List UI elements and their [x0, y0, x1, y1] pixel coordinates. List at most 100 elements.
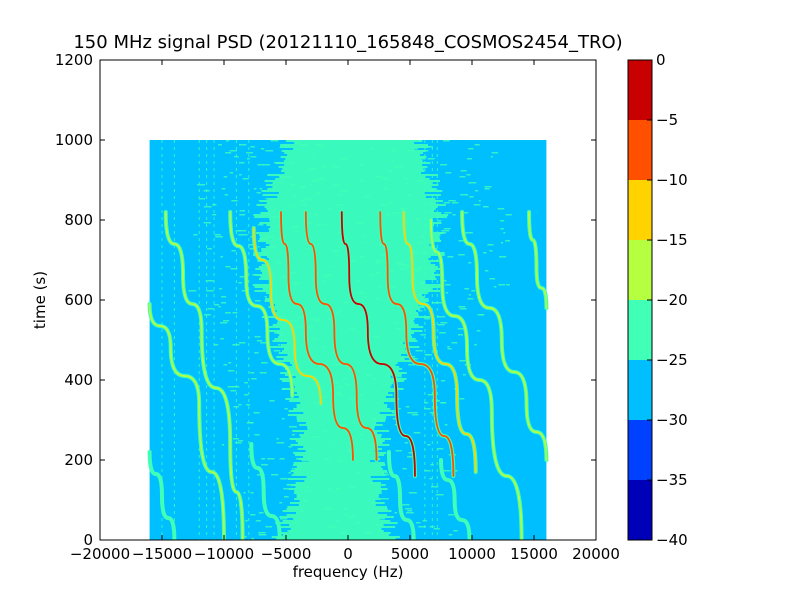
- noise-speck: [295, 230, 300, 232]
- noise-row: [296, 466, 382, 468]
- noise-speck: [313, 214, 317, 216]
- noise-speck: [445, 172, 452, 174]
- noise-speck: [363, 374, 372, 376]
- noise-speck: [323, 430, 328, 432]
- noise-speck: [476, 330, 481, 332]
- noise-row: [289, 438, 391, 440]
- noise-row: [296, 406, 388, 408]
- noise-row: [293, 452, 387, 454]
- noise-speck: [193, 234, 198, 236]
- noise-speck: [413, 432, 421, 434]
- noise-speck: [232, 438, 239, 440]
- noise-row: [288, 370, 399, 372]
- noise-speck: [407, 412, 412, 414]
- noise-speck: [424, 318, 430, 320]
- noise-speck: [505, 240, 511, 242]
- noise-row: [275, 538, 396, 540]
- noise-row: [269, 218, 433, 220]
- noise-speck: [344, 514, 348, 516]
- noise-row: [294, 142, 415, 144]
- noise-speck: [438, 324, 445, 326]
- noise-row: [296, 496, 379, 498]
- x-tick-label: −10000: [194, 545, 254, 563]
- noise-speck: [444, 212, 452, 214]
- x-tick-label: −20000: [70, 545, 130, 563]
- noise-row: [280, 344, 409, 346]
- noise-speck: [416, 294, 422, 296]
- noise-row: [285, 158, 422, 160]
- noise-speck: [298, 316, 307, 318]
- noise-speck: [388, 286, 396, 288]
- noise-speck: [372, 378, 378, 380]
- noise-row: [305, 450, 374, 452]
- noise-row: [278, 320, 414, 322]
- noise-speck: [258, 534, 267, 536]
- noise-row: [252, 284, 443, 286]
- noise-speck: [290, 320, 298, 322]
- noise-row: [287, 478, 390, 480]
- noise-speck: [406, 194, 412, 196]
- noise-speck: [328, 526, 336, 528]
- noise-speck: [335, 392, 341, 394]
- noise-speck: [347, 450, 352, 452]
- noise-speck: [468, 148, 474, 150]
- noise-row: [278, 352, 411, 354]
- noise-row: [297, 442, 383, 444]
- noise-row: [267, 210, 435, 212]
- noise-speck: [301, 460, 310, 462]
- x-tick-label: −5000: [261, 545, 312, 563]
- noise-speck: [274, 332, 279, 334]
- noise-speck: [215, 236, 223, 238]
- noise-row: [284, 348, 406, 350]
- noise-row: [254, 216, 448, 218]
- noise-speck: [340, 190, 348, 192]
- noise-speck: [444, 424, 448, 426]
- signal-trace: [461, 211, 548, 461]
- noise-speck: [257, 246, 260, 248]
- noise-speck: [326, 508, 329, 510]
- noise-speck: [371, 502, 378, 504]
- noise-speck: [405, 508, 412, 510]
- noise-speck: [405, 266, 410, 268]
- noise-speck: [300, 186, 307, 188]
- noise-speck: [468, 262, 472, 264]
- noise-speck: [214, 234, 221, 236]
- noise-row: [303, 456, 376, 458]
- noise-speck: [333, 442, 336, 444]
- noise-speck: [414, 358, 418, 360]
- noise-speck: [343, 378, 347, 380]
- y-tick-label: 200: [64, 451, 93, 469]
- noise-row: [259, 234, 441, 236]
- noise-row: [274, 312, 419, 314]
- noise-row: [276, 310, 416, 312]
- noise-row: [300, 436, 381, 438]
- noise-speck: [337, 232, 341, 234]
- colorbar-tick-label: −10: [656, 171, 688, 189]
- noise-speck: [333, 184, 340, 186]
- noise-row: [277, 318, 415, 320]
- noise-speck: [407, 456, 413, 458]
- noise-speck: [314, 320, 321, 322]
- noise-speck: [305, 222, 313, 224]
- x-tick-label: 5000: [391, 545, 429, 563]
- noise-speck: [429, 412, 437, 414]
- noise-speck: [498, 284, 506, 286]
- noise-speck: [339, 310, 342, 312]
- noise-speck: [310, 286, 316, 288]
- colorbar-segment: [628, 480, 652, 540]
- noise-row: [303, 412, 380, 414]
- noise-row: [261, 316, 431, 318]
- noise-speck: [390, 340, 394, 342]
- noise-row: [296, 392, 389, 394]
- noise-speck: [314, 168, 318, 170]
- noise-speck: [213, 344, 219, 346]
- noise-speck: [221, 302, 227, 304]
- noise-speck: [387, 202, 393, 204]
- noise-row: [272, 182, 432, 184]
- noise-speck: [287, 530, 293, 532]
- noise-speck: [382, 178, 390, 180]
- noise-speck: [246, 404, 251, 406]
- noise-row: [268, 330, 423, 332]
- noise-row: [259, 238, 440, 240]
- noise-speck: [400, 208, 406, 210]
